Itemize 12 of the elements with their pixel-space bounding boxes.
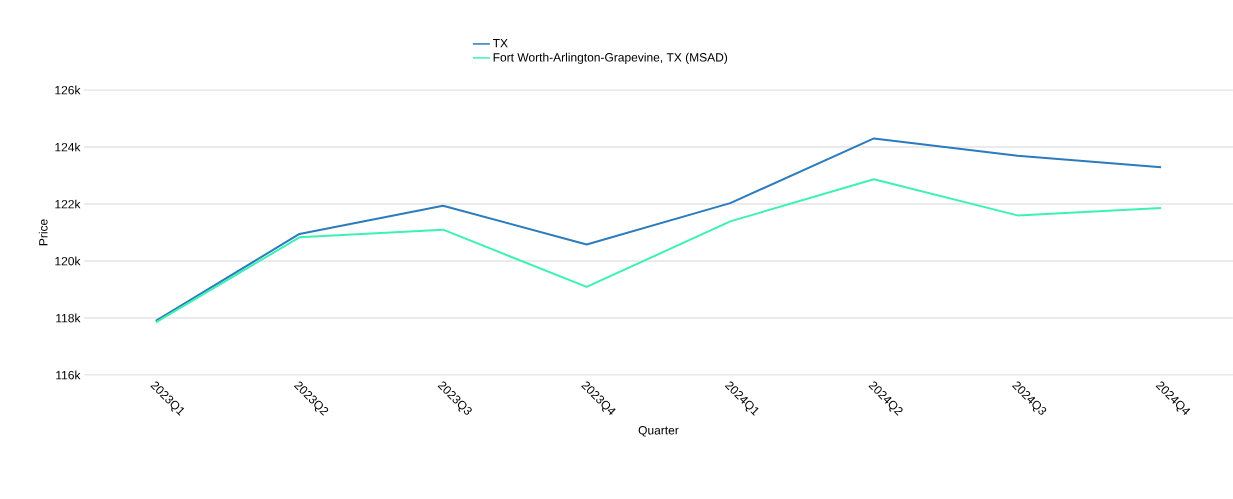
y-tick-label: 116k	[56, 370, 81, 380]
y-tick-label: 120k	[55, 256, 81, 266]
y-tick-label: 122k	[55, 199, 81, 209]
x-axis-title: Quarter	[638, 425, 679, 437]
legend-label: TX	[492, 39, 508, 48]
line-series	[154, 178, 1163, 324]
y-tick-label: 124k	[55, 142, 81, 152]
y-tick-label: 126k	[55, 85, 81, 95]
y-axis-title: Price	[38, 219, 48, 246]
line-series	[154, 137, 1163, 322]
y-tick-label: 118k	[56, 313, 81, 323]
legend-label: Fort Worth-Arlington-Grapevine, TX (MSAD)	[493, 52, 728, 64]
